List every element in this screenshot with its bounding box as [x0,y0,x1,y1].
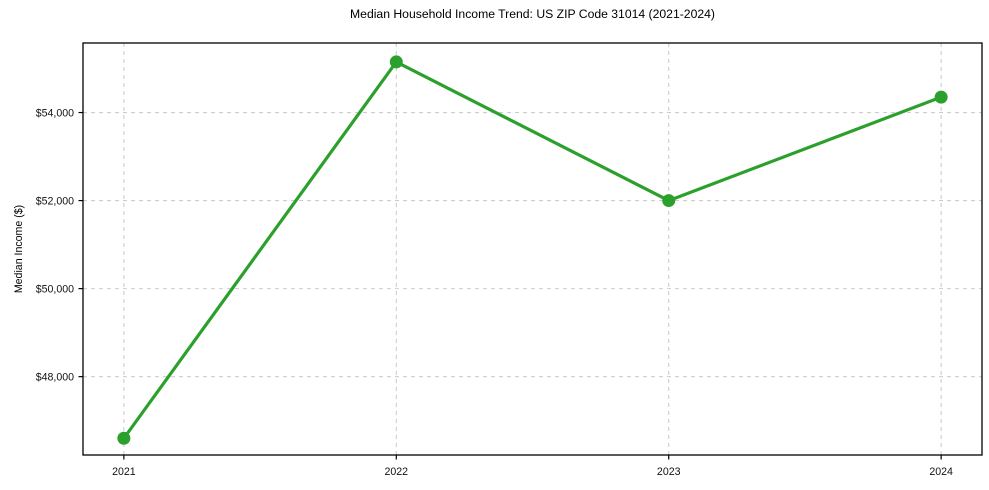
axes-border [82,42,983,456]
chart-title: Median Household Income Trend: US ZIP Co… [350,7,715,21]
x-tick-label: 2021 [112,466,136,478]
y-tick-label: $52,000 [36,195,74,207]
y-tick-label: $54,000 [36,107,74,119]
x-tick-label: 2024 [929,466,953,478]
y-tick-label: $50,000 [36,283,74,295]
data-point-2023 [662,194,676,208]
x-tick-label: 2023 [657,466,681,478]
data-point-2024 [934,90,948,104]
trend-line [122,60,943,440]
data-point-2021 [117,431,131,445]
x-tick-label: 2022 [384,466,408,478]
data-point-2022 [389,55,403,69]
y-tick-label: $48,000 [36,371,74,383]
